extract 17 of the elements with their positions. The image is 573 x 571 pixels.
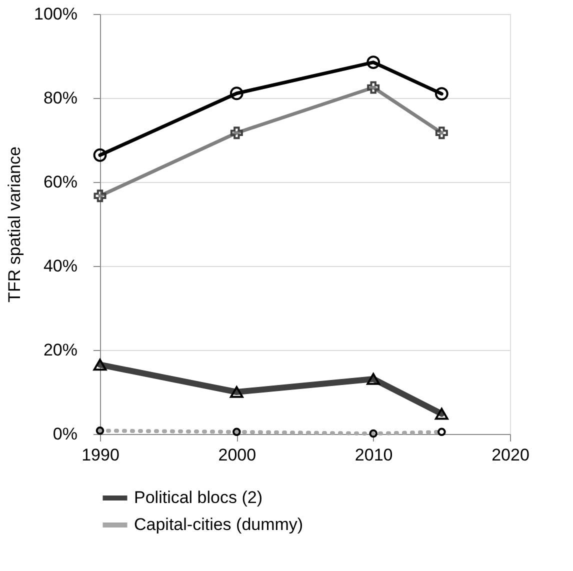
y-tick-label: 80% [43, 88, 78, 108]
x-tick-label: 2020 [492, 446, 530, 464]
y-tick-label: 60% [43, 172, 78, 192]
legend-label: Capital-cities (dummy) [134, 515, 304, 534]
legend-label: Political blocs (2) [134, 488, 262, 507]
x-tick-label: 2000 [218, 446, 256, 464]
y-tick-label: 100% [34, 4, 78, 24]
point [366, 56, 380, 69]
y-tick-label: 40% [43, 256, 78, 276]
x-tick-label: 2010 [354, 446, 393, 464]
x-tick-label: 1990 [82, 446, 120, 464]
point [93, 148, 107, 162]
point [230, 86, 244, 100]
y-tick-label: 0% [52, 424, 78, 444]
y-tick-label: 20% [43, 340, 78, 360]
y-axis-title: TFR spatial variance [5, 146, 24, 302]
point [434, 87, 448, 100]
